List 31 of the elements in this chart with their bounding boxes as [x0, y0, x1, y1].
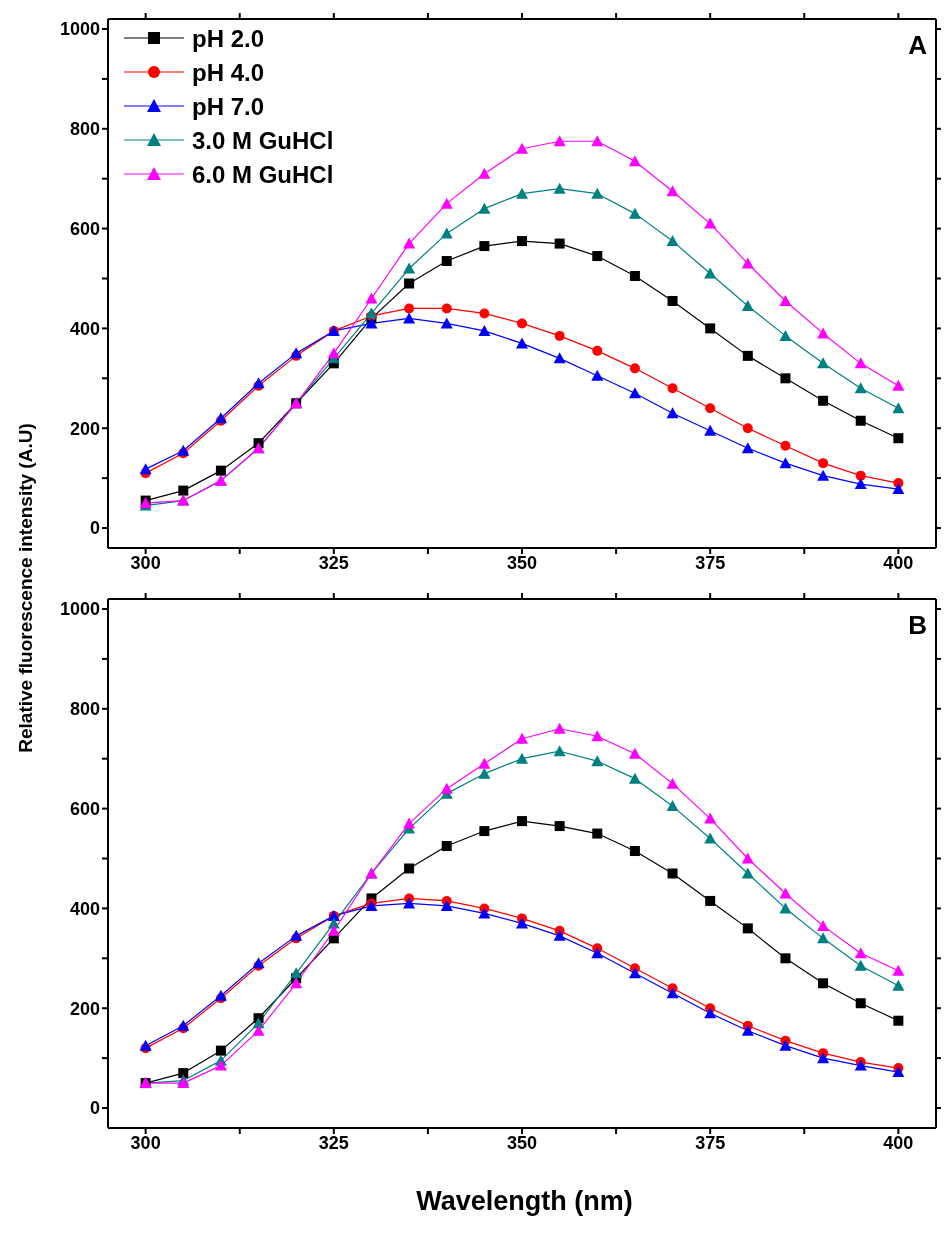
- x-tick-label: 375: [695, 1132, 726, 1153]
- y-tick-label: 200: [69, 418, 100, 439]
- x-tick-label: 350: [506, 1132, 538, 1153]
- y-tick-label: 1000: [59, 19, 100, 40]
- x-axis-title: Wavelength (nm): [415, 1186, 634, 1217]
- x-tick-label: 400: [883, 552, 914, 573]
- y-axis-title: Relative fluorescence intensity (A.U): [15, 423, 37, 753]
- y-tick-label: 400: [69, 318, 100, 339]
- y-tick-label: 1000: [59, 599, 100, 620]
- y-tick-label: 400: [69, 898, 100, 919]
- y-tick-label: 800: [69, 699, 100, 720]
- legend-label: 3.0 M GuHCl: [192, 127, 334, 154]
- y-tick-label: 200: [69, 998, 100, 1019]
- x-tick-label: 325: [318, 552, 349, 573]
- annotation: A: [908, 30, 927, 61]
- x-tick-label: 300: [130, 552, 161, 573]
- legend-label: pH 2.0: [192, 25, 265, 52]
- x-tick-label: 300: [130, 1132, 161, 1153]
- y-tick-label: 0: [89, 1098, 100, 1119]
- x-tick-label: 375: [695, 552, 726, 573]
- y-tick-label: 600: [69, 218, 100, 239]
- y-tick-label: 800: [69, 119, 100, 140]
- legend-label: pH 4.0: [192, 59, 265, 86]
- y-tick-label: 0: [89, 518, 100, 539]
- legend-label: pH 7.0: [192, 93, 265, 120]
- x-tick-label: 400: [883, 1132, 914, 1153]
- y-tick-label: 600: [69, 798, 100, 819]
- annotation: B: [908, 610, 927, 641]
- legend-label: 6.0 M GuHCl: [192, 161, 334, 188]
- x-tick-label: 350: [506, 552, 538, 573]
- x-tick-label: 325: [318, 1132, 349, 1153]
